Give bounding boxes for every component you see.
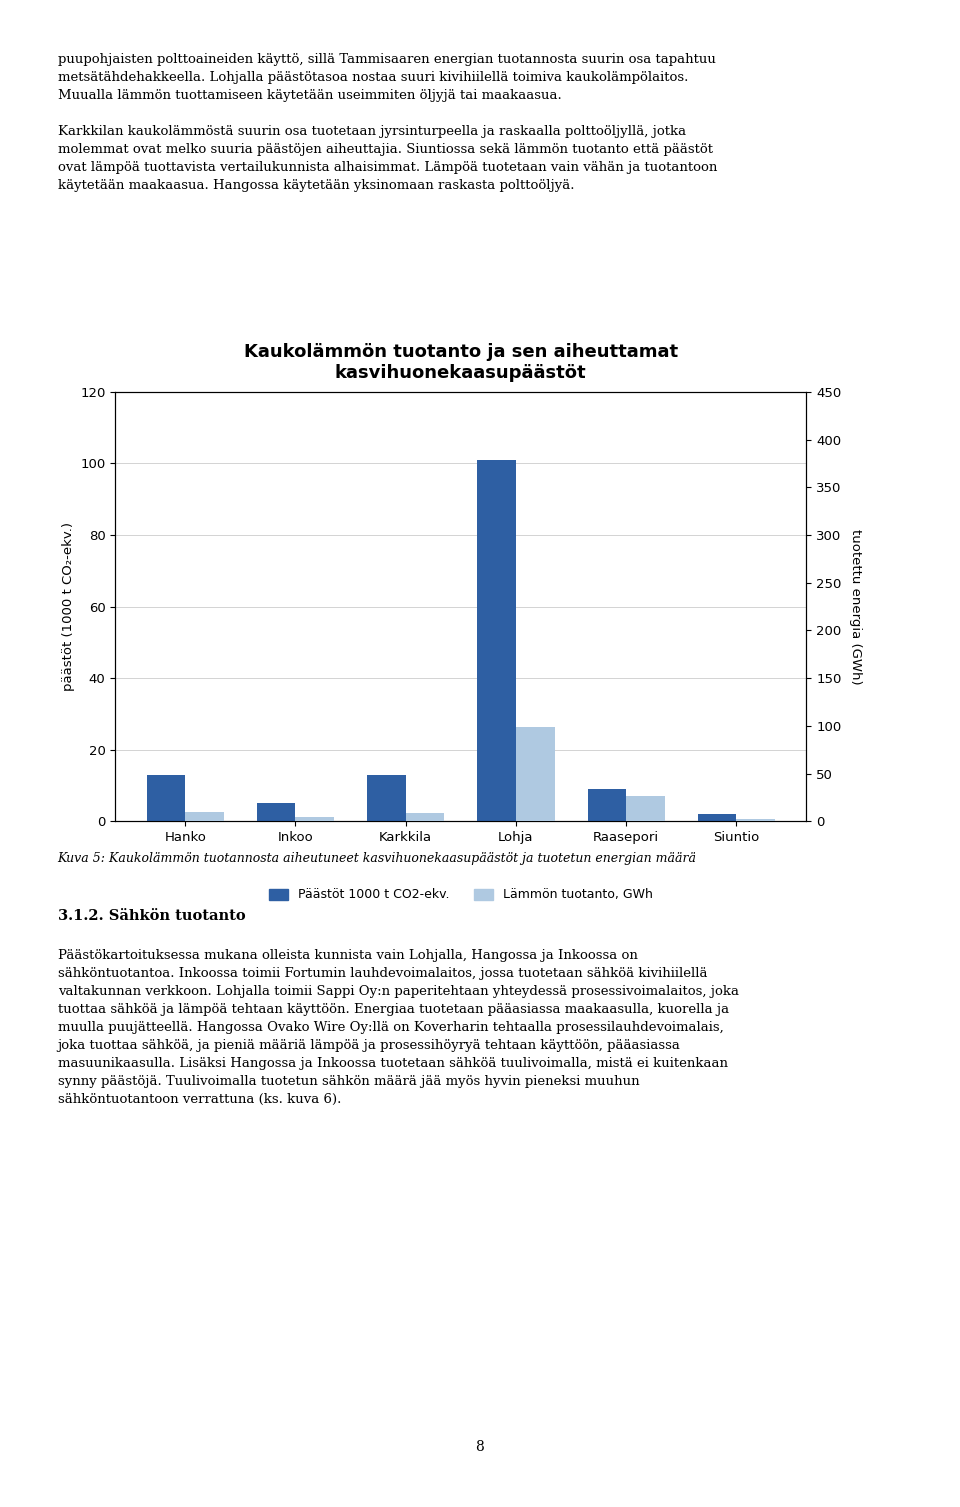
Bar xyxy=(698,814,736,821)
Bar xyxy=(367,775,406,821)
Title: Kaukolämmön tuotanto ja sen aiheuttamat
kasvihuonekaasupäästöt: Kaukolämmön tuotanto ja sen aiheuttamat … xyxy=(244,344,678,381)
Bar xyxy=(626,796,664,821)
Text: puupohjaisten polttoaineiden käyttö, sillä Tammisaaren energian tuotannosta suur: puupohjaisten polttoaineiden käyttö, sil… xyxy=(58,53,717,191)
Text: Päästökartoituksessa mukana olleista kunnista vain Lohjalla, Hangossa ja Inkooss: Päästökartoituksessa mukana olleista kun… xyxy=(58,949,738,1106)
Y-axis label: tuotettu energia (GWh): tuotettu energia (GWh) xyxy=(850,529,862,684)
Bar xyxy=(736,820,775,821)
Bar xyxy=(185,812,224,821)
Text: Kuva 5: Kaukolämmön tuotannosta aiheutuneet kasvihuonekaasupäästöt ja tuotetun e: Kuva 5: Kaukolämmön tuotannosta aiheutun… xyxy=(58,853,697,865)
Bar xyxy=(516,726,555,821)
Bar xyxy=(406,812,444,821)
Text: 8: 8 xyxy=(475,1439,485,1454)
Bar xyxy=(588,790,626,821)
Y-axis label: päästöt (1000 t CO₂-ekv.): päästöt (1000 t CO₂-ekv.) xyxy=(61,521,75,692)
Text: 3.1.2. Sähkön tuotanto: 3.1.2. Sähkön tuotanto xyxy=(58,909,245,922)
Bar xyxy=(296,817,334,821)
Bar xyxy=(147,775,185,821)
Bar xyxy=(257,803,296,821)
Legend: Päästöt 1000 t CO2-ekv., Lämmön tuotanto, GWh: Päästöt 1000 t CO2-ekv., Lämmön tuotanto… xyxy=(264,883,658,906)
Bar xyxy=(477,460,516,821)
